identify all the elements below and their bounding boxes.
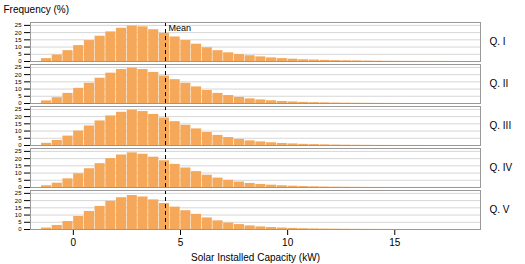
svg-text:25: 25 <box>15 64 22 70</box>
svg-text:5: 5 <box>178 237 184 248</box>
svg-text:20: 20 <box>15 72 22 78</box>
svg-text:Frequency (%): Frequency (%) <box>4 4 70 15</box>
svg-text:10: 10 <box>15 212 22 218</box>
svg-text:5: 5 <box>18 93 22 99</box>
svg-text:Q. II: Q. II <box>490 78 509 89</box>
svg-text:0: 0 <box>18 226 22 232</box>
svg-text:15: 15 <box>15 163 22 169</box>
svg-text:Solar Installed Capacity (kW): Solar Installed Capacity (kW) <box>191 252 320 263</box>
svg-text:Q. III: Q. III <box>490 120 512 131</box>
svg-text:15: 15 <box>15 79 22 85</box>
svg-text:10: 10 <box>15 128 22 134</box>
svg-text:Q. I: Q. I <box>490 36 506 47</box>
svg-text:0: 0 <box>18 100 22 107</box>
svg-text:15: 15 <box>15 37 22 43</box>
svg-text:25: 25 <box>15 22 22 28</box>
svg-text:25: 25 <box>15 190 22 196</box>
svg-text:10: 10 <box>15 170 22 176</box>
svg-text:20: 20 <box>15 198 22 204</box>
svg-text:5: 5 <box>18 51 22 57</box>
svg-text:10: 10 <box>282 237 294 248</box>
svg-text:5: 5 <box>18 219 22 225</box>
svg-text:25: 25 <box>15 148 22 154</box>
svg-text:20: 20 <box>15 114 22 120</box>
svg-text:0: 0 <box>18 58 22 65</box>
svg-text:0: 0 <box>71 237 77 248</box>
svg-text:15: 15 <box>15 121 22 127</box>
svg-text:0: 0 <box>18 142 22 149</box>
svg-text:Q. IV: Q. IV <box>490 162 513 173</box>
svg-text:25: 25 <box>15 106 22 112</box>
svg-text:0: 0 <box>18 184 22 191</box>
svg-text:15: 15 <box>389 237 401 248</box>
svg-text:20: 20 <box>15 30 22 36</box>
svg-text:15: 15 <box>15 205 22 211</box>
svg-text:5: 5 <box>18 135 22 141</box>
svg-text:Q. V: Q. V <box>490 204 510 215</box>
svg-text:20: 20 <box>15 156 22 162</box>
svg-text:10: 10 <box>15 86 22 92</box>
svg-text:10: 10 <box>15 44 22 50</box>
svg-text:5: 5 <box>18 177 22 183</box>
svg-text:Mean: Mean <box>169 23 192 33</box>
